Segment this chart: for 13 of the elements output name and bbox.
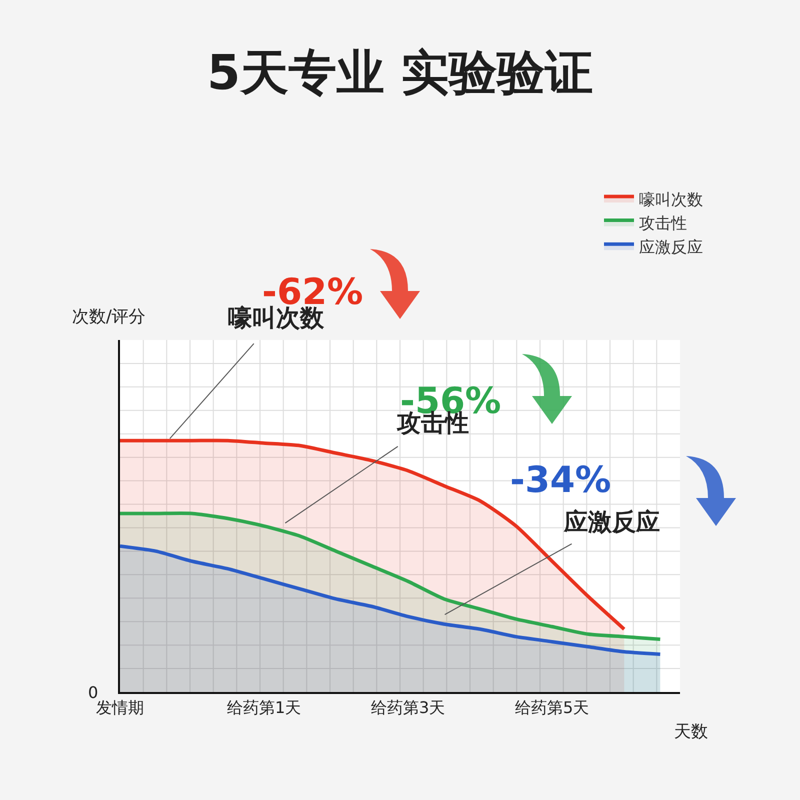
chart-title: 5天专业 实验验证 (206, 44, 594, 101)
legend-label: 应激反应 (639, 237, 703, 256)
text: 0 (88, 683, 98, 702)
legend-label: 攻击性 (639, 214, 687, 233)
x-tick-label: 发情期 (96, 698, 144, 718)
annotation: -34% (510, 460, 612, 501)
annotation: 应激反应 (563, 508, 660, 536)
x-tick-label: 给药第1天 (226, 698, 302, 718)
x-axis-title: 天数 (674, 722, 708, 742)
x-tick-label: 给药第3天 (371, 698, 446, 718)
x-tick-label: 给药第5天 (515, 698, 590, 718)
legend-label: 嚎叫次数 (639, 190, 703, 209)
text: 次数/评分 (72, 307, 146, 327)
